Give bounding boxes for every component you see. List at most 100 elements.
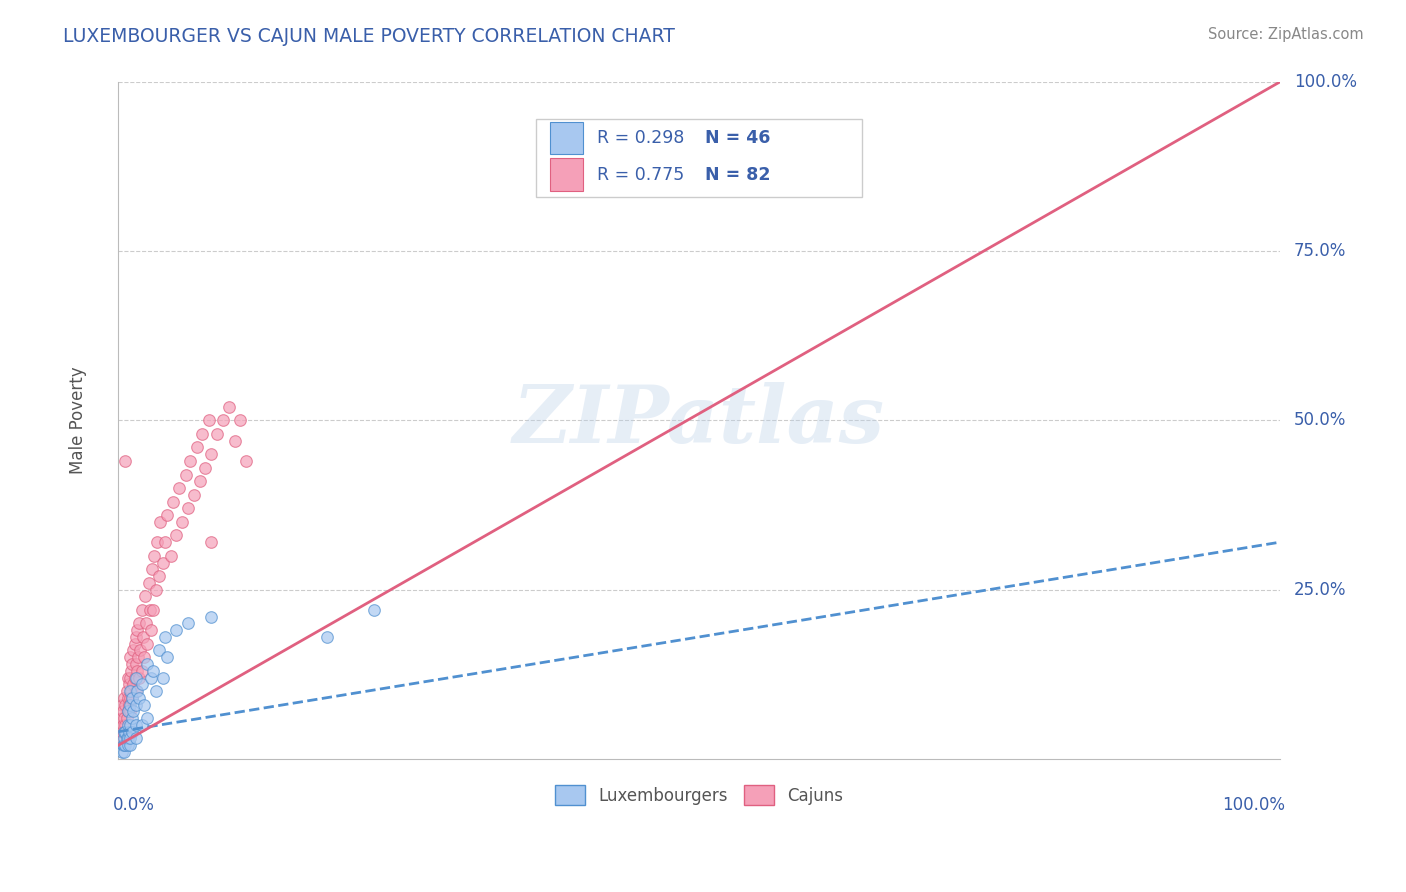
Text: ZIPatlas: ZIPatlas bbox=[513, 382, 886, 459]
FancyBboxPatch shape bbox=[537, 120, 862, 197]
Text: LUXEMBOURGER VS CAJUN MALE POVERTY CORRELATION CHART: LUXEMBOURGER VS CAJUN MALE POVERTY CORRE… bbox=[63, 27, 675, 45]
Point bbox=[148, 569, 170, 583]
Point bbox=[121, 690, 143, 705]
Text: 0.0%: 0.0% bbox=[112, 796, 155, 814]
Point bbox=[111, 724, 134, 739]
Point bbox=[172, 515, 194, 529]
Point bbox=[129, 643, 152, 657]
Point bbox=[125, 657, 148, 671]
Point bbox=[167, 481, 190, 495]
Point bbox=[152, 671, 174, 685]
Point bbox=[111, 718, 134, 732]
Point bbox=[122, 705, 145, 719]
Point bbox=[114, 698, 136, 712]
Point bbox=[205, 426, 228, 441]
Point bbox=[124, 671, 146, 685]
Point bbox=[118, 738, 141, 752]
Point bbox=[118, 684, 141, 698]
Point bbox=[117, 731, 139, 746]
Point bbox=[121, 690, 143, 705]
Point bbox=[136, 711, 159, 725]
Point bbox=[111, 711, 134, 725]
Point bbox=[159, 549, 181, 563]
Point bbox=[145, 535, 167, 549]
Point bbox=[124, 637, 146, 651]
Point bbox=[145, 582, 167, 597]
Point bbox=[179, 454, 201, 468]
Point bbox=[191, 426, 214, 441]
Point bbox=[125, 664, 148, 678]
Point bbox=[174, 467, 197, 482]
Point bbox=[122, 643, 145, 657]
Point bbox=[112, 724, 135, 739]
Point bbox=[153, 630, 176, 644]
Point bbox=[156, 650, 179, 665]
Point bbox=[118, 724, 141, 739]
Point bbox=[111, 745, 134, 759]
Point bbox=[111, 705, 134, 719]
Text: N = 46: N = 46 bbox=[704, 129, 770, 147]
Point bbox=[229, 413, 252, 427]
Text: R = 0.775: R = 0.775 bbox=[598, 166, 685, 184]
Point bbox=[188, 475, 211, 489]
Point bbox=[112, 724, 135, 739]
Point bbox=[117, 738, 139, 752]
Point bbox=[128, 616, 150, 631]
Point bbox=[121, 711, 143, 725]
Point bbox=[118, 705, 141, 719]
Point bbox=[118, 677, 141, 691]
Point bbox=[131, 664, 153, 678]
Legend: Luxembourgers, Cajuns: Luxembourgers, Cajuns bbox=[548, 779, 851, 812]
Point bbox=[117, 718, 139, 732]
Point bbox=[118, 718, 141, 732]
Point bbox=[118, 671, 141, 685]
Point bbox=[111, 738, 134, 752]
Point bbox=[132, 630, 155, 644]
Point bbox=[120, 664, 142, 678]
Point bbox=[363, 603, 385, 617]
Point bbox=[131, 718, 153, 732]
Point bbox=[165, 528, 187, 542]
Point bbox=[135, 616, 157, 631]
Point bbox=[139, 623, 162, 637]
Point bbox=[117, 690, 139, 705]
Point bbox=[121, 657, 143, 671]
Point bbox=[115, 684, 138, 698]
Point bbox=[131, 603, 153, 617]
Point bbox=[115, 731, 138, 746]
Point bbox=[117, 705, 139, 719]
Text: R = 0.298: R = 0.298 bbox=[598, 129, 685, 147]
Text: Male Poverty: Male Poverty bbox=[69, 367, 87, 475]
Point bbox=[136, 657, 159, 671]
Text: 100.0%: 100.0% bbox=[1223, 796, 1285, 814]
Point bbox=[139, 671, 162, 685]
Point bbox=[165, 623, 187, 637]
Point bbox=[112, 690, 135, 705]
Point bbox=[111, 698, 134, 712]
Point bbox=[134, 590, 156, 604]
Text: 50.0%: 50.0% bbox=[1294, 411, 1346, 429]
Point bbox=[200, 535, 222, 549]
Point bbox=[200, 609, 222, 624]
Point bbox=[224, 434, 246, 448]
Text: Source: ZipAtlas.com: Source: ZipAtlas.com bbox=[1208, 27, 1364, 42]
Point bbox=[125, 684, 148, 698]
FancyBboxPatch shape bbox=[550, 159, 583, 191]
Point bbox=[112, 738, 135, 752]
Point bbox=[142, 603, 165, 617]
Point bbox=[118, 690, 141, 705]
Point bbox=[115, 711, 138, 725]
Point bbox=[127, 650, 149, 665]
Point bbox=[141, 562, 163, 576]
Point bbox=[212, 413, 235, 427]
Point bbox=[183, 488, 205, 502]
Point bbox=[114, 724, 136, 739]
Point bbox=[194, 460, 217, 475]
Point bbox=[128, 690, 150, 705]
Point bbox=[235, 454, 257, 468]
Point bbox=[112, 711, 135, 725]
Text: 100.0%: 100.0% bbox=[1294, 73, 1357, 91]
Point bbox=[136, 637, 159, 651]
Point bbox=[142, 664, 165, 678]
Point bbox=[122, 677, 145, 691]
